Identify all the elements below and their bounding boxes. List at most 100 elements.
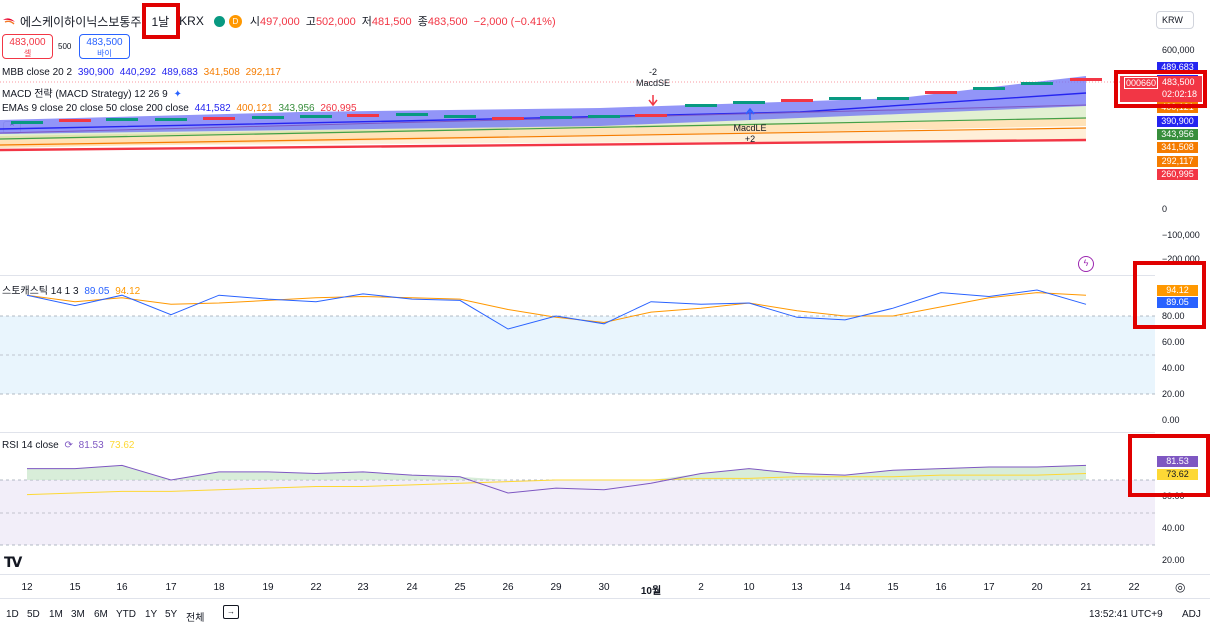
interval-label[interactable]: 1날 — [151, 14, 170, 29]
timeframe-button[interactable]: 5Y — [165, 609, 178, 620]
price-value-tag: 292,117 — [1157, 155, 1198, 167]
time-tick: 25 — [454, 582, 466, 593]
candle[interactable] — [155, 118, 187, 121]
timeframe-button[interactable]: 1M — [49, 609, 63, 620]
stoch-tick: 20.00 — [1162, 389, 1185, 399]
time-tick: 2 — [698, 582, 704, 593]
symbol-name[interactable]: 에스케이하이닉스보통주 — [20, 14, 142, 29]
last-price: 483,500 — [1162, 77, 1195, 87]
candle[interactable] — [781, 99, 813, 102]
rsi-ma-tag: 73.62 — [1157, 469, 1198, 480]
candle[interactable] — [203, 117, 235, 120]
stochastic-pane[interactable] — [0, 276, 1155, 431]
short-signal[interactable]: -2 MacdSE — [636, 67, 670, 107]
candle[interactable] — [444, 115, 476, 118]
chart-settings-icon[interactable]: ◎ — [1175, 580, 1186, 594]
price-tick: 0 — [1162, 204, 1168, 214]
stoch-legend[interactable]: 스토캐스틱 14 1 3 89.05 94.12 — [2, 286, 141, 297]
time-tick: 26 — [502, 582, 514, 593]
svg-text:MacdLE: MacdLE — [733, 123, 766, 133]
rsi-pane[interactable] — [0, 433, 1155, 573]
toolbar-divider — [0, 598, 1210, 599]
timeframe-button[interactable]: 1D — [6, 609, 19, 620]
sell-button[interactable]: 483,000 셀 — [2, 34, 53, 59]
price-tick: −100,000 — [1162, 230, 1200, 240]
sync-icon[interactable]: ⟳ — [64, 440, 73, 451]
timeframe-button[interactable]: 전체 — [186, 613, 205, 624]
symbol-header: 에스케이하이닉스보통주 1날 KRX D 시497,000 고502,000 저… — [2, 12, 556, 30]
candle[interactable] — [396, 113, 428, 116]
timeframe-button[interactable]: 6M — [94, 609, 108, 620]
timeframe-button[interactable]: 3M — [71, 609, 85, 620]
candle[interactable] — [877, 97, 909, 100]
candle[interactable] — [635, 114, 667, 117]
rsi-tick: 20.00 — [1162, 555, 1185, 565]
interval-highlight — [142, 3, 180, 39]
candle[interactable] — [588, 115, 620, 118]
pane-divider[interactable] — [0, 275, 1155, 276]
price-pane[interactable]: -2 MacdSE MacdLE +2 — [0, 0, 1155, 270]
candle[interactable] — [829, 97, 861, 100]
candle[interactable] — [492, 117, 524, 120]
candle[interactable] — [59, 119, 91, 122]
candle[interactable] — [733, 101, 765, 104]
mbb-legend[interactable]: MBB close 20 2 390,900 440,292 489,683 3… — [2, 67, 281, 78]
long-signal[interactable]: MacdLE +2 — [733, 107, 767, 144]
pane-divider[interactable] — [0, 432, 1155, 433]
candle[interactable] — [540, 116, 572, 119]
goto-date-icon[interactable]: → — [223, 605, 239, 619]
candle[interactable] — [300, 115, 332, 118]
time-tick: 17 — [165, 582, 177, 593]
emas-legend[interactable]: EMAs 9 close 20 close 50 close 200 close… — [2, 103, 357, 114]
rsi-legend[interactable]: RSI 14 close ⟳ 81.53 73.62 — [2, 440, 135, 451]
time-tick: 14 — [839, 582, 851, 593]
time-tick: 29 — [550, 582, 562, 593]
rsi-tick: 40.00 — [1162, 523, 1185, 533]
candle[interactable] — [973, 87, 1005, 90]
candle[interactable] — [106, 118, 138, 121]
candle[interactable] — [11, 121, 43, 124]
time-tick: 24 — [406, 582, 418, 593]
time-tick: 21 — [1080, 582, 1092, 593]
timeframe-button[interactable]: 5D — [27, 609, 40, 620]
candle[interactable] — [925, 91, 957, 94]
time-tick: 20 — [1031, 582, 1043, 593]
symbol-code: 000660 — [1124, 77, 1159, 89]
delayed-data-icon[interactable]: D — [228, 14, 242, 28]
candle[interactable] — [685, 104, 717, 107]
price-tick: 600,000 — [1162, 45, 1195, 55]
strategy-sparkle-icon[interactable]: ✦ — [173, 89, 182, 100]
time-tick: 16 — [116, 582, 128, 593]
currency-button[interactable]: KRW — [1156, 11, 1194, 29]
stoch-tick: 80.00 — [1162, 311, 1185, 321]
time-tick: 22 — [310, 582, 322, 593]
time-tick: 13 — [791, 582, 803, 593]
tradingview-logo-icon[interactable]: 𝗧𝗩 — [4, 554, 22, 570]
market-open-icon — [213, 15, 225, 27]
buy-button[interactable]: 483,500 바이 — [79, 34, 130, 59]
adj-toggle[interactable]: ADJ — [1182, 609, 1201, 620]
candle[interactable] — [1021, 82, 1053, 85]
stoch-tag-highlight — [1133, 261, 1206, 329]
timeframe-button[interactable]: YTD — [116, 609, 136, 620]
time-tick: 16 — [935, 582, 947, 593]
ohlc-values: 시497,000 고502,000 저481,500 종483,500 −2,0… — [249, 16, 556, 28]
lightning-icon[interactable]: ϟ — [1078, 256, 1094, 272]
stoch-d-tag: 94.12 — [1157, 285, 1198, 296]
candle[interactable] — [252, 116, 284, 119]
time-tick: 10월 — [640, 586, 662, 597]
candle[interactable] — [1070, 78, 1102, 81]
timeframe-button[interactable]: 1Y — [145, 609, 158, 620]
stoch-tick: 0.00 — [1162, 415, 1180, 425]
time-tick: 15 — [69, 582, 81, 593]
last-price-tag[interactable]: 000660 483,500 02:02:18 — [1120, 76, 1202, 102]
stoch-tick: 60.00 — [1162, 337, 1185, 347]
time-tick: 15 — [887, 582, 899, 593]
quantity-field[interactable]: 500 — [58, 42, 72, 51]
clock-display[interactable]: 13:52:41 UTC+9 — [1089, 609, 1163, 620]
macd-strategy-legend[interactable]: MACD 전략 (MACD Strategy) 12 26 9 ✦ — [2, 89, 182, 100]
price-value-tag: 341,508 — [1157, 142, 1198, 154]
price-tick: −200,000 — [1162, 254, 1200, 264]
candle[interactable] — [347, 114, 379, 117]
price-value-tag: 260,995 — [1157, 169, 1198, 181]
